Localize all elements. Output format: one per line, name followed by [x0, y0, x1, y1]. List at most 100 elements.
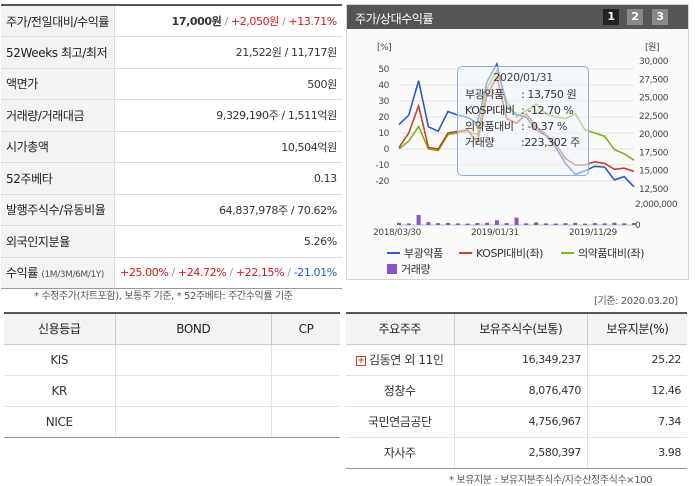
volume-tick-label: 0 — [635, 221, 641, 231]
x-tick-label: 2018/03/30 — [373, 228, 422, 238]
volume-bar — [514, 217, 519, 225]
holders-header-shares: 보유주식수(보통) — [453, 313, 588, 345]
stat-row-market-cap: 시가총액 10,504억원 — [1, 131, 342, 163]
holder-pct: 3.98 — [587, 437, 687, 469]
holders-header-name: 주요주주 — [346, 313, 454, 345]
holder-pct: 7.34 — [587, 406, 687, 438]
credit-cp — [271, 375, 340, 407]
volume-bar — [524, 223, 529, 225]
legend-swatch-pharma — [561, 252, 574, 254]
left-tick-label: 20 — [378, 113, 389, 123]
stat-value: 500원 — [114, 68, 342, 100]
legend-label: 부광약품 — [404, 247, 443, 260]
right-tick-label: 27,500 — [639, 75, 669, 85]
holder-name: 자사주 — [346, 437, 454, 469]
right-tick-label: 25,000 — [639, 94, 669, 104]
credit-cp — [271, 344, 340, 376]
legend-swatch-volume — [387, 264, 397, 274]
price-value-cell: 17,000원 / +2,050원 / +13.71% — [114, 5, 342, 37]
tooltip-label: KOSPI대비 — [465, 104, 515, 117]
holder-shares: 8,076,470 — [453, 375, 588, 407]
stat-row-shares: 발행주식수/유동비율 64,837,978주 / 70.62% — [1, 194, 342, 226]
tooltip-value: : -0.37 % — [521, 120, 568, 133]
stat-label: 52Weeks 최고/최저 — [1, 36, 116, 69]
tooltip-row-stock: 부광약품: 13,750 원 — [465, 87, 581, 103]
price-value: 17,000원 — [171, 15, 222, 28]
volume-bar — [543, 223, 548, 225]
return-values: +25.00% / +24.72% / +22.15% / -21.01% — [114, 257, 342, 289]
holders-date-note: [기준: 2020.03.20] — [594, 296, 678, 307]
legend-kospi[interactable]: KOSPI대비(좌) — [459, 245, 543, 261]
stat-row-beta: 52주베타 0.13 — [1, 162, 342, 195]
volume-bar — [534, 222, 539, 225]
chart-tooltip: 2020/01/31 부광약품: 13,750 원 KOSPI대비 : -12.7… — [457, 66, 589, 176]
legend-swatch-kospi — [459, 252, 472, 254]
volume-bar — [563, 223, 568, 225]
return-6m: +22.15% — [235, 266, 285, 280]
holder-name-cell: + 김동연 외 11인 — [346, 344, 454, 376]
chart-title: 주가/상대수익률 — [355, 12, 434, 26]
key-stats-table: 주가/전일대비/수익률 17,000원 / +2,050원 / +13.71% … — [1, 4, 342, 289]
stat-value: 0.13 — [114, 162, 342, 195]
volume-bar — [573, 222, 578, 225]
tooltip-row-volume: 거래량:223,302 주 — [465, 135, 581, 151]
holder-shares: 16,349,237 — [453, 344, 588, 376]
holder-name: 김동연 외 11인 — [369, 353, 444, 367]
stat-row-52weeks: 52Weeks 최고/최저 21,522원 / 11,717원 — [1, 36, 342, 69]
tooltip-row-kospi: KOSPI대비 : -12.70 % — [465, 103, 581, 119]
tooltip-label: 거래량 — [465, 136, 495, 149]
right-tick-label: 22,500 — [639, 112, 669, 122]
return-label-cell: 수익률 (1M/3M/6M/1Y) — [1, 257, 116, 289]
holder-pct: 25.22 — [587, 344, 687, 376]
stat-value: 10,504억원 — [114, 131, 342, 163]
credit-cp — [271, 406, 340, 438]
credit-row: NICE — [4, 406, 340, 438]
right-axis-unit: [원] — [645, 42, 659, 53]
left-tick-label: 30 — [378, 97, 389, 107]
legend-stock[interactable]: 부광약품 — [387, 245, 443, 261]
legend-volume[interactable]: 거래량 — [387, 261, 431, 277]
left-tick-label: 40 — [378, 81, 389, 91]
return-period: (1M/3M/6M/1Y) — [41, 270, 104, 281]
volume-bar — [592, 223, 597, 225]
volume-bar — [416, 215, 421, 225]
tooltip-value: : -12.70 % — [521, 104, 574, 117]
volume-bar — [436, 223, 441, 225]
price-return: +13.71% — [288, 15, 337, 28]
volume-bar — [475, 223, 480, 225]
credit-bond — [114, 375, 272, 407]
chart-page-1-button[interactable]: 1 — [603, 9, 619, 25]
stat-row-volume: 거래량/거래대금 9,329,190주 / 1,511억원 — [1, 99, 342, 132]
price-change: +2,050원 — [230, 15, 279, 28]
volume-bar — [583, 223, 588, 225]
holder-name: 국민연금공단 — [346, 406, 454, 438]
return-3m: +24.72% — [177, 266, 227, 280]
chart-page-2-button[interactable]: 2 — [627, 9, 643, 25]
stat-label: 외국인지분율 — [1, 225, 116, 258]
holder-shares: 2,580,397 — [453, 437, 588, 469]
volume-bar — [455, 223, 460, 225]
credit-header-bond: BOND — [114, 313, 272, 345]
volume-bar — [622, 223, 627, 225]
left-tick-label: -20 — [376, 177, 390, 187]
credit-row: KR — [4, 375, 340, 407]
volume-bar — [494, 220, 499, 225]
tooltip-date: 2020/01/31 — [493, 71, 553, 84]
holder-row: + 김동연 외 11인 16,349,237 25.22 — [346, 344, 687, 376]
credit-bond — [114, 344, 272, 376]
expand-plus-icon[interactable]: + — [356, 356, 366, 366]
left-tick-label: -10 — [376, 161, 390, 171]
left-axis-unit: [%] — [377, 43, 391, 53]
holders-header-pct: 보유지분(%) — [587, 313, 687, 345]
legend-pharma[interactable]: 의약품대비(좌) — [561, 245, 645, 261]
credit-row: KIS — [4, 344, 340, 376]
right-tick-label: 17,500 — [639, 148, 669, 158]
volume-bar — [485, 222, 490, 225]
return-label: 수익률 — [6, 266, 38, 281]
holder-row: 국민연금공단 4,756,967 7.34 — [346, 406, 687, 438]
chart-header: 주가/상대수익률 1 2 3 — [347, 5, 688, 29]
chart-page-3-button[interactable]: 3 — [652, 9, 668, 25]
volume-bar — [406, 223, 411, 225]
left-tick-label: 10 — [378, 129, 389, 139]
tooltip-value: : 13,750 원 — [521, 88, 577, 101]
